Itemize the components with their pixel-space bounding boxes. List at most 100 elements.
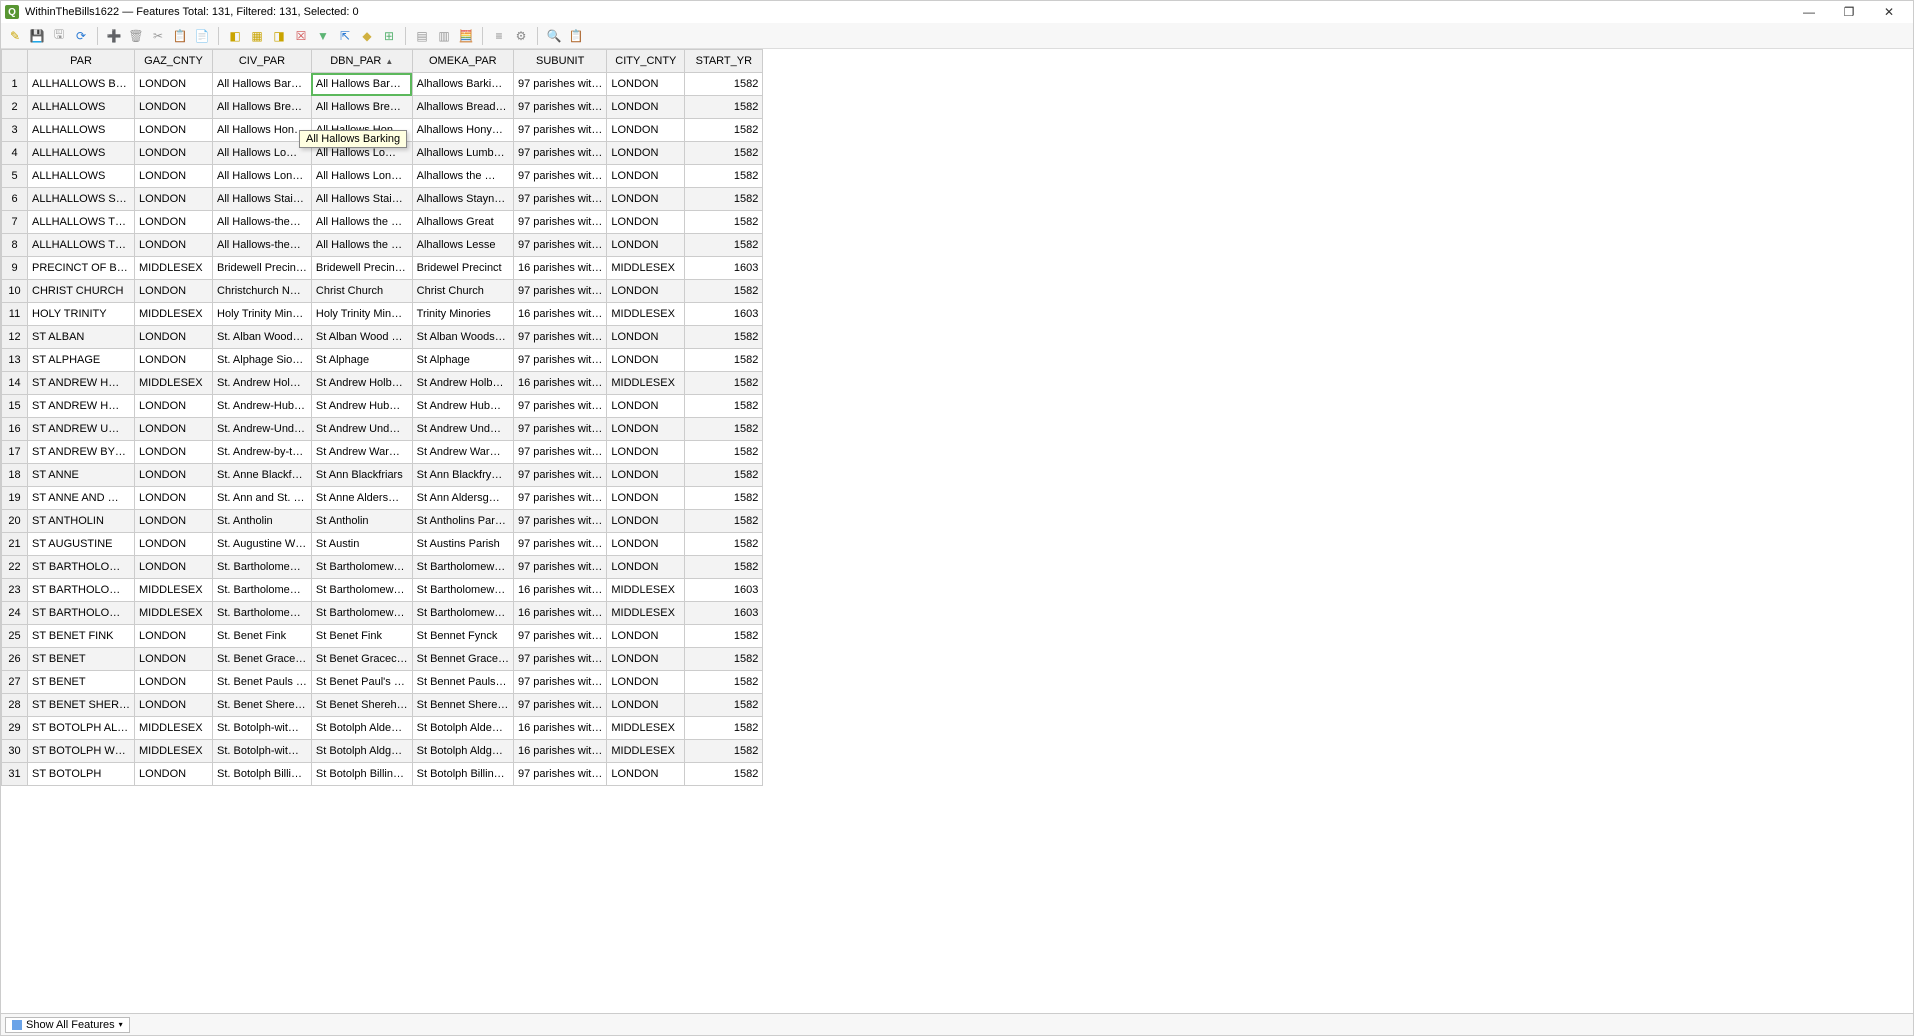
cell-dbn[interactable]: St Andrew Hub… xyxy=(311,395,412,418)
cell-par[interactable]: ST BOTOLPH AL… xyxy=(28,717,135,740)
cell-dbn[interactable]: St Bartholomew… xyxy=(311,556,412,579)
row-number[interactable]: 30 xyxy=(2,740,28,763)
cell-ome[interactable]: Alhallows Great xyxy=(412,211,513,234)
cell-sub[interactable]: 16 parishes wit… xyxy=(513,717,606,740)
select-by-expression-icon[interactable]: ◧ xyxy=(225,26,245,46)
row-number[interactable]: 9 xyxy=(2,257,28,280)
cell-par[interactable]: ST ANDREW U… xyxy=(28,418,135,441)
cell-dbn[interactable]: St Andrew War… xyxy=(311,441,412,464)
cell-ome[interactable]: St Botolph Alde… xyxy=(412,717,513,740)
cell-city[interactable]: LONDON xyxy=(607,763,685,786)
cell-dbn[interactable]: St Andrew Holb… xyxy=(311,372,412,395)
cell-par[interactable]: ST ALBAN xyxy=(28,326,135,349)
cell-ome[interactable]: Christ Church xyxy=(412,280,513,303)
cell-yr[interactable]: 1582 xyxy=(685,464,763,487)
cell-par[interactable]: ST AUGUSTINE xyxy=(28,533,135,556)
cell-yr[interactable]: 1582 xyxy=(685,211,763,234)
cell-yr[interactable]: 1582 xyxy=(685,418,763,441)
row-number[interactable]: 2 xyxy=(2,96,28,119)
save-as-icon[interactable]: 🖫 xyxy=(49,26,69,46)
cell-ome[interactable]: St Botolph Aldg… xyxy=(412,740,513,763)
cell-city[interactable]: LONDON xyxy=(607,533,685,556)
cell-par[interactable]: ST BOTOLPH xyxy=(28,763,135,786)
cell-sub[interactable]: 97 parishes wit… xyxy=(513,763,606,786)
cell-dbn[interactable]: All Hallows the … xyxy=(311,234,412,257)
cell-dbn[interactable]: St Benet Gracec… xyxy=(311,648,412,671)
cell-dbn[interactable]: St Bartholomew… xyxy=(311,579,412,602)
column-header-par[interactable]: PAR xyxy=(28,50,135,73)
cell-yr[interactable]: 1582 xyxy=(685,372,763,395)
cell-civ[interactable]: All Hallows Stai… xyxy=(213,188,312,211)
cell-ome[interactable]: Bridewel Precinct xyxy=(412,257,513,280)
cell-ome[interactable]: Alhallows Barki… xyxy=(412,73,513,96)
cell-sub[interactable]: 97 parishes wit… xyxy=(513,625,606,648)
cell-sub[interactable]: 97 parishes wit… xyxy=(513,211,606,234)
cell-gaz[interactable]: LONDON xyxy=(135,119,213,142)
invert-selection-icon[interactable]: ◨ xyxy=(269,26,289,46)
cell-sub[interactable]: 97 parishes wit… xyxy=(513,556,606,579)
cell-city[interactable]: LONDON xyxy=(607,556,685,579)
cell-dbn[interactable]: St Botolph Billin… xyxy=(311,763,412,786)
field-calc-icon[interactable]: 🧮 xyxy=(456,26,476,46)
cell-ome[interactable]: St Alphage xyxy=(412,349,513,372)
cell-ome[interactable]: St Botolph Billin… xyxy=(412,763,513,786)
row-number[interactable]: 16 xyxy=(2,418,28,441)
row-number[interactable]: 1 xyxy=(2,73,28,96)
cell-sub[interactable]: 16 parishes wit… xyxy=(513,740,606,763)
column-header-dbn[interactable]: DBN_PAR xyxy=(311,50,412,73)
cell-yr[interactable]: 1582 xyxy=(685,73,763,96)
cell-city[interactable]: LONDON xyxy=(607,96,685,119)
cell-dbn[interactable]: St Andrew Und… xyxy=(311,418,412,441)
cell-civ[interactable]: St. Benet Grace… xyxy=(213,648,312,671)
cell-gaz[interactable]: LONDON xyxy=(135,671,213,694)
cell-dbn[interactable]: St Alphage xyxy=(311,349,412,372)
cell-ome[interactable]: Alhallows the … xyxy=(412,165,513,188)
cell-city[interactable]: LONDON xyxy=(607,280,685,303)
cell-city[interactable]: LONDON xyxy=(607,234,685,257)
cell-sub[interactable]: 97 parishes wit… xyxy=(513,510,606,533)
cell-civ[interactable]: St. Botolph Billi… xyxy=(213,763,312,786)
cell-city[interactable]: LONDON xyxy=(607,625,685,648)
cell-city[interactable]: LONDON xyxy=(607,694,685,717)
cell-par[interactable]: ALLHALLOWS S… xyxy=(28,188,135,211)
cell-par[interactable]: ST BENET FINK xyxy=(28,625,135,648)
cell-civ[interactable]: Bridewell Precin… xyxy=(213,257,312,280)
cell-yr[interactable]: 1582 xyxy=(685,234,763,257)
cell-gaz[interactable]: LONDON xyxy=(135,234,213,257)
row-number[interactable]: 8 xyxy=(2,234,28,257)
row-number[interactable]: 5 xyxy=(2,165,28,188)
cell-civ[interactable]: St. Alphage Sio… xyxy=(213,349,312,372)
cell-dbn[interactable]: St Botolph Aldg… xyxy=(311,740,412,763)
row-number[interactable]: 26 xyxy=(2,648,28,671)
cell-gaz[interactable]: LONDON xyxy=(135,349,213,372)
cell-ome[interactable]: St Alban Woods… xyxy=(412,326,513,349)
conditional-format-icon[interactable]: ≡ xyxy=(489,26,509,46)
cell-gaz[interactable]: LONDON xyxy=(135,188,213,211)
cell-gaz[interactable]: LONDON xyxy=(135,96,213,119)
cell-city[interactable]: LONDON xyxy=(607,188,685,211)
cell-city[interactable]: LONDON xyxy=(607,326,685,349)
cell-sub[interactable]: 16 parishes wit… xyxy=(513,602,606,625)
cell-yr[interactable]: 1582 xyxy=(685,280,763,303)
cell-yr[interactable]: 1582 xyxy=(685,441,763,464)
row-number-header[interactable] xyxy=(2,50,28,73)
cell-dbn[interactable]: All Hallows Bre… xyxy=(311,96,412,119)
cell-yr[interactable]: 1582 xyxy=(685,671,763,694)
cell-dbn[interactable]: All Hallows the … xyxy=(311,211,412,234)
cell-sub[interactable]: 97 parishes wit… xyxy=(513,349,606,372)
row-number[interactable]: 24 xyxy=(2,602,28,625)
cell-sub[interactable]: 97 parishes wit… xyxy=(513,142,606,165)
cell-sub[interactable]: 97 parishes wit… xyxy=(513,395,606,418)
cell-civ[interactable]: St. Benet Shere… xyxy=(213,694,312,717)
cell-gaz[interactable]: MIDDLESEX xyxy=(135,717,213,740)
zoom-to-icon[interactable]: ⊞ xyxy=(379,26,399,46)
cell-city[interactable]: MIDDLESEX xyxy=(607,257,685,280)
cell-par[interactable]: ALLHALLOWS xyxy=(28,119,135,142)
cell-civ[interactable]: St. Botolph-wit… xyxy=(213,740,312,763)
cell-par[interactable]: ALLHALLOWS T… xyxy=(28,211,135,234)
cell-gaz[interactable]: MIDDLESEX xyxy=(135,372,213,395)
cell-yr[interactable]: 1603 xyxy=(685,257,763,280)
cell-ome[interactable]: St Ann Blackfry… xyxy=(412,464,513,487)
cell-gaz[interactable]: LONDON xyxy=(135,694,213,717)
row-number[interactable]: 11 xyxy=(2,303,28,326)
